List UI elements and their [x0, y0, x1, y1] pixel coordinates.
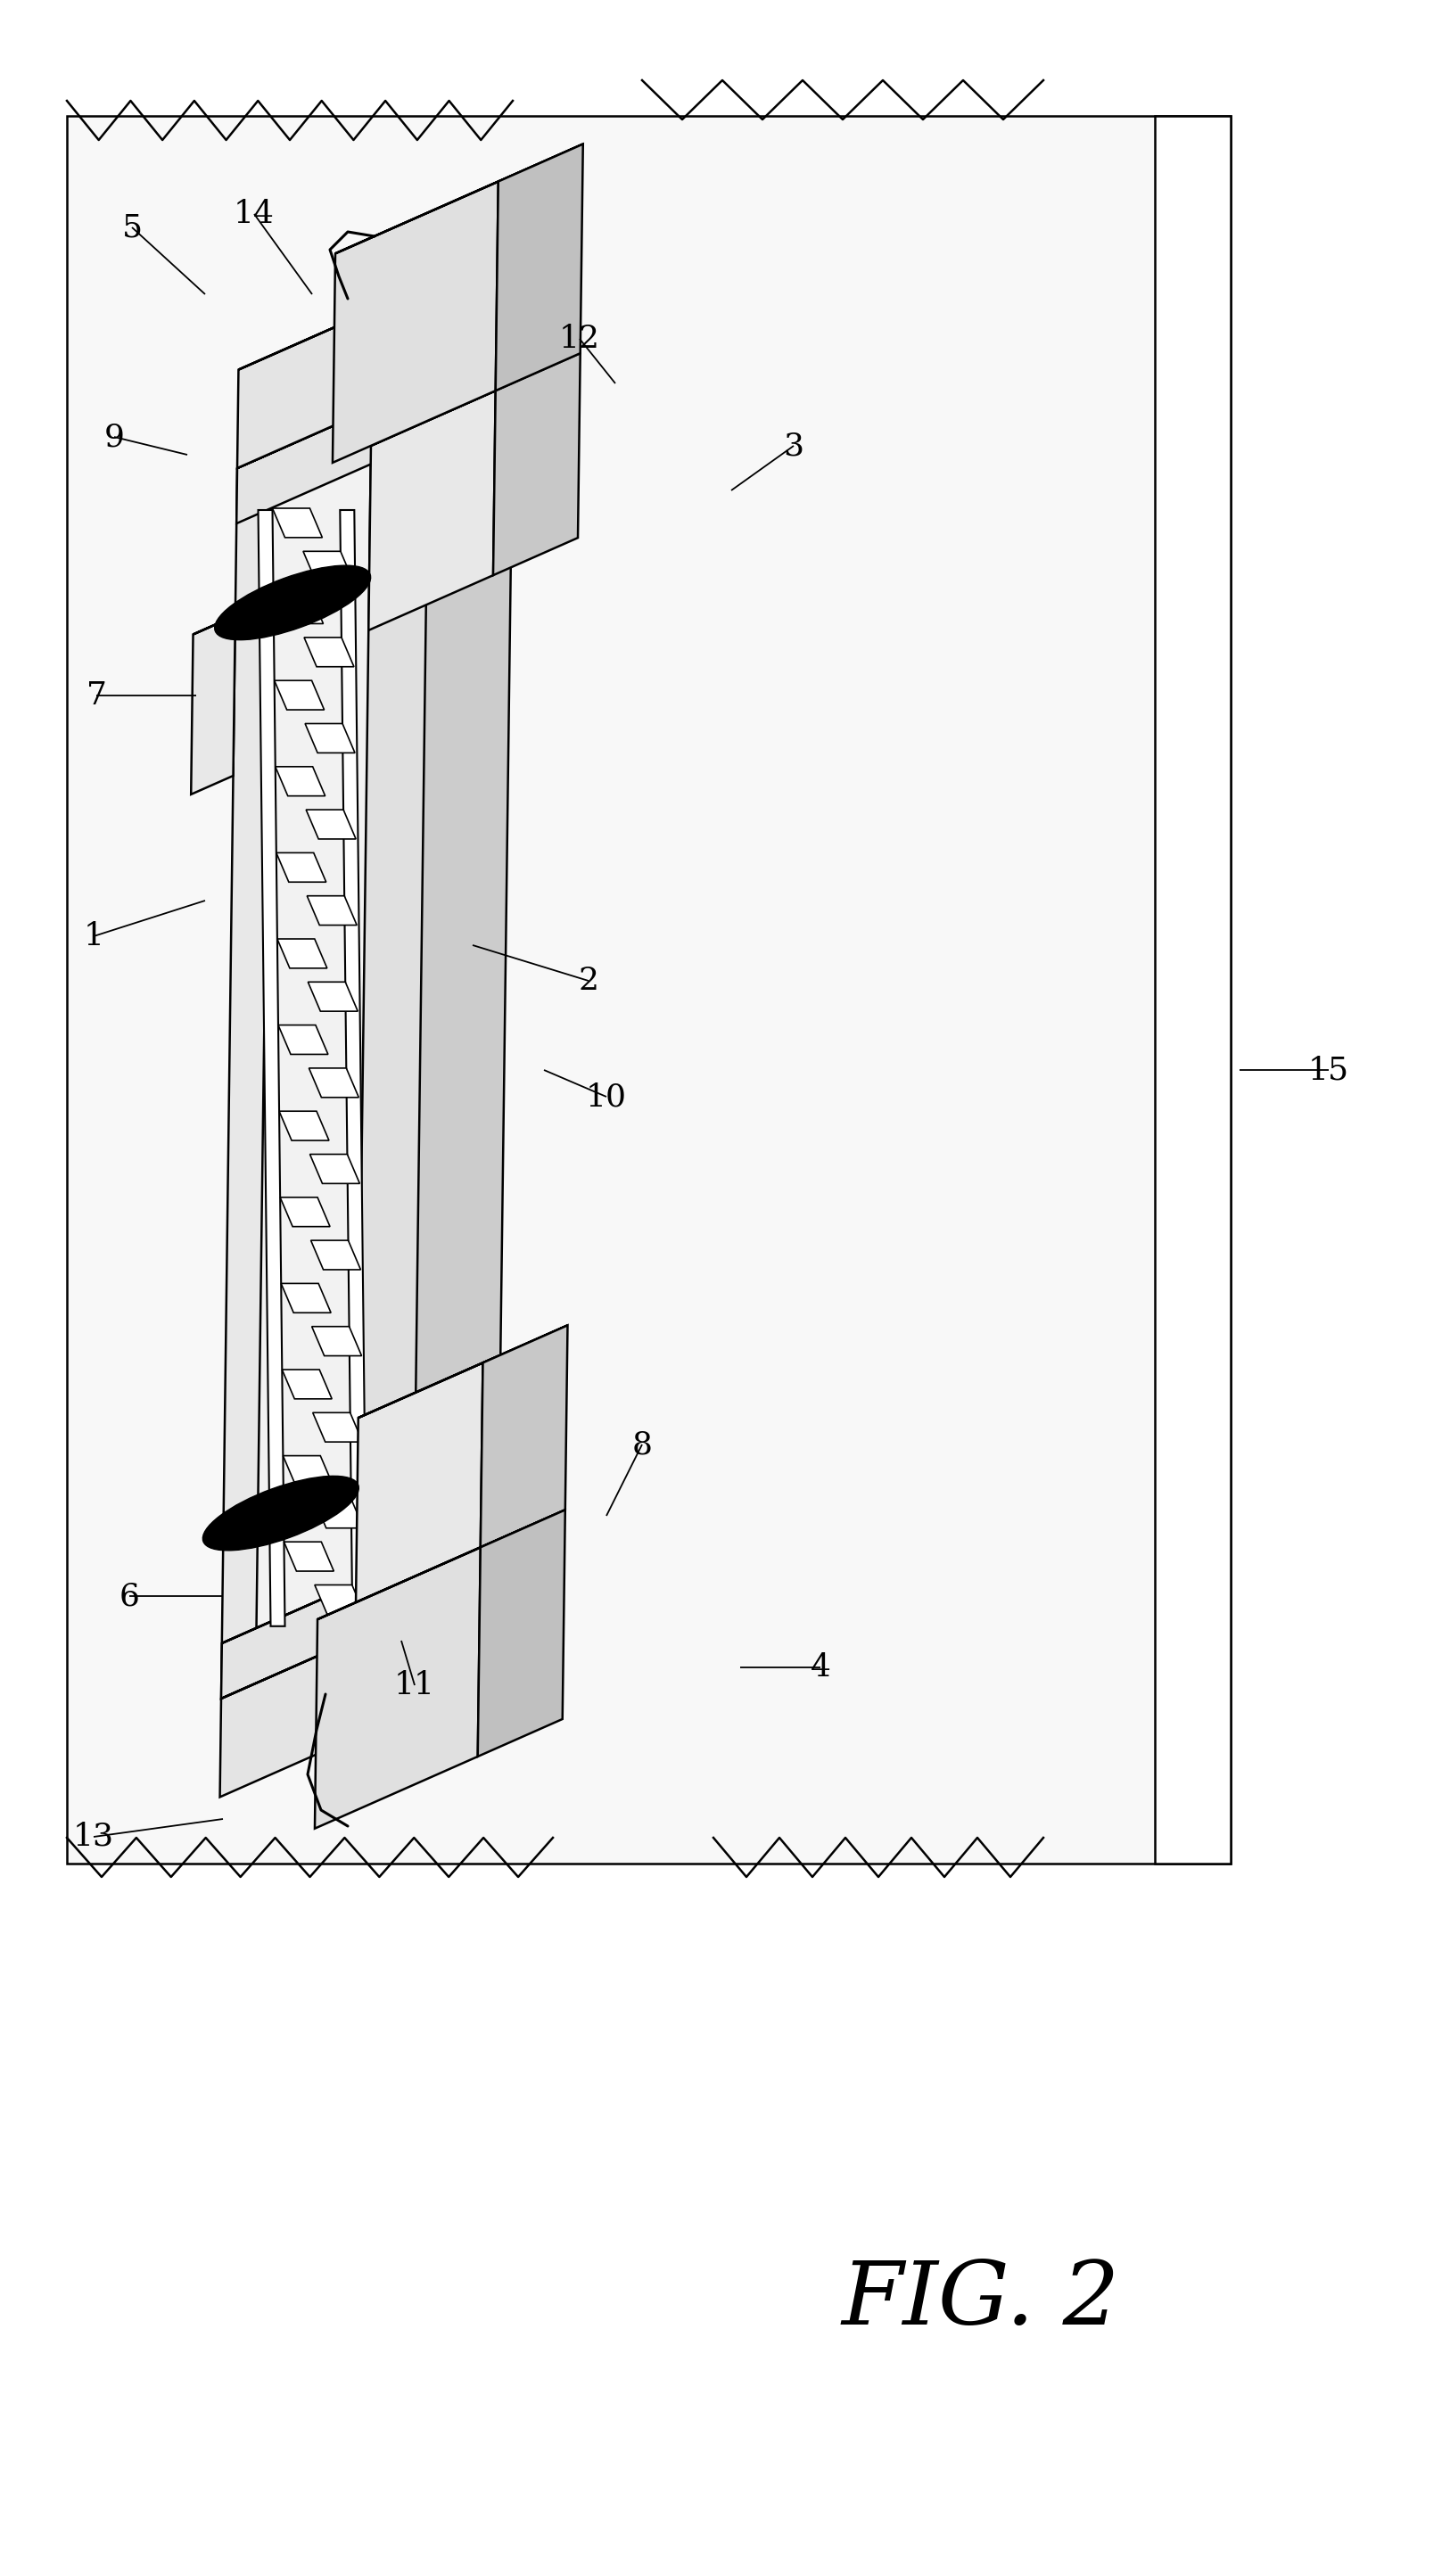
- Text: 6: 6: [119, 1582, 139, 1610]
- Polygon shape: [315, 1548, 480, 1829]
- Text: 14: 14: [233, 198, 274, 229]
- Polygon shape: [341, 510, 367, 1625]
- Polygon shape: [496, 144, 583, 392]
- Text: 4: 4: [811, 1651, 831, 1682]
- Text: 7: 7: [86, 680, 106, 711]
- Polygon shape: [304, 724, 355, 752]
- Polygon shape: [238, 345, 513, 469]
- Polygon shape: [1154, 116, 1231, 1862]
- Text: 13: 13: [73, 1821, 115, 1852]
- Polygon shape: [303, 551, 352, 580]
- Polygon shape: [312, 1327, 361, 1355]
- Polygon shape: [306, 809, 355, 840]
- Text: 15: 15: [1308, 1054, 1350, 1084]
- Polygon shape: [220, 1615, 413, 1798]
- Polygon shape: [222, 1577, 497, 1698]
- Polygon shape: [238, 415, 357, 469]
- Polygon shape: [278, 1025, 328, 1054]
- Polygon shape: [429, 247, 515, 384]
- Polygon shape: [280, 1198, 331, 1226]
- Polygon shape: [277, 853, 326, 881]
- Polygon shape: [274, 680, 325, 711]
- Polygon shape: [355, 384, 429, 1638]
- Polygon shape: [371, 353, 580, 446]
- Text: 3: 3: [783, 430, 803, 461]
- Polygon shape: [258, 510, 286, 1625]
- Polygon shape: [191, 616, 235, 793]
- Polygon shape: [335, 144, 583, 252]
- Polygon shape: [222, 469, 271, 1698]
- Text: 8: 8: [632, 1430, 653, 1461]
- Text: 1: 1: [84, 922, 104, 951]
- Text: 12: 12: [560, 325, 600, 353]
- Polygon shape: [238, 247, 515, 371]
- Polygon shape: [238, 345, 513, 469]
- Polygon shape: [480, 1324, 567, 1548]
- Polygon shape: [358, 1324, 567, 1417]
- Polygon shape: [368, 392, 496, 631]
- Polygon shape: [273, 507, 322, 538]
- Polygon shape: [284, 1543, 334, 1571]
- Polygon shape: [257, 464, 371, 1628]
- Text: 2: 2: [579, 966, 599, 997]
- Polygon shape: [310, 1154, 360, 1182]
- Polygon shape: [236, 384, 429, 523]
- Polygon shape: [318, 1510, 566, 1620]
- Polygon shape: [304, 636, 354, 667]
- Polygon shape: [281, 1283, 331, 1314]
- Polygon shape: [222, 1520, 499, 1643]
- Polygon shape: [477, 1510, 566, 1757]
- Text: 5: 5: [122, 211, 142, 242]
- Polygon shape: [283, 1370, 332, 1399]
- Polygon shape: [313, 1499, 364, 1528]
- Polygon shape: [310, 1242, 361, 1270]
- Polygon shape: [315, 1584, 364, 1615]
- Polygon shape: [277, 938, 328, 969]
- Polygon shape: [274, 595, 323, 623]
- Polygon shape: [276, 768, 325, 796]
- Ellipse shape: [215, 567, 371, 639]
- Polygon shape: [307, 896, 357, 925]
- Polygon shape: [493, 353, 580, 574]
- Polygon shape: [238, 286, 431, 469]
- Polygon shape: [355, 1363, 483, 1602]
- Text: 10: 10: [586, 1082, 626, 1113]
- Polygon shape: [371, 345, 513, 410]
- Polygon shape: [309, 1069, 358, 1097]
- Polygon shape: [67, 116, 1231, 1862]
- Polygon shape: [280, 1110, 329, 1141]
- Text: FIG. 2: FIG. 2: [841, 2259, 1121, 2344]
- Polygon shape: [306, 345, 513, 1662]
- Text: 9: 9: [104, 422, 125, 451]
- Polygon shape: [332, 180, 499, 464]
- Polygon shape: [193, 580, 320, 634]
- Polygon shape: [283, 1455, 334, 1484]
- Polygon shape: [222, 1558, 413, 1698]
- Polygon shape: [313, 1412, 362, 1443]
- Text: 11: 11: [394, 1669, 435, 1700]
- Polygon shape: [307, 981, 358, 1012]
- Ellipse shape: [203, 1476, 358, 1551]
